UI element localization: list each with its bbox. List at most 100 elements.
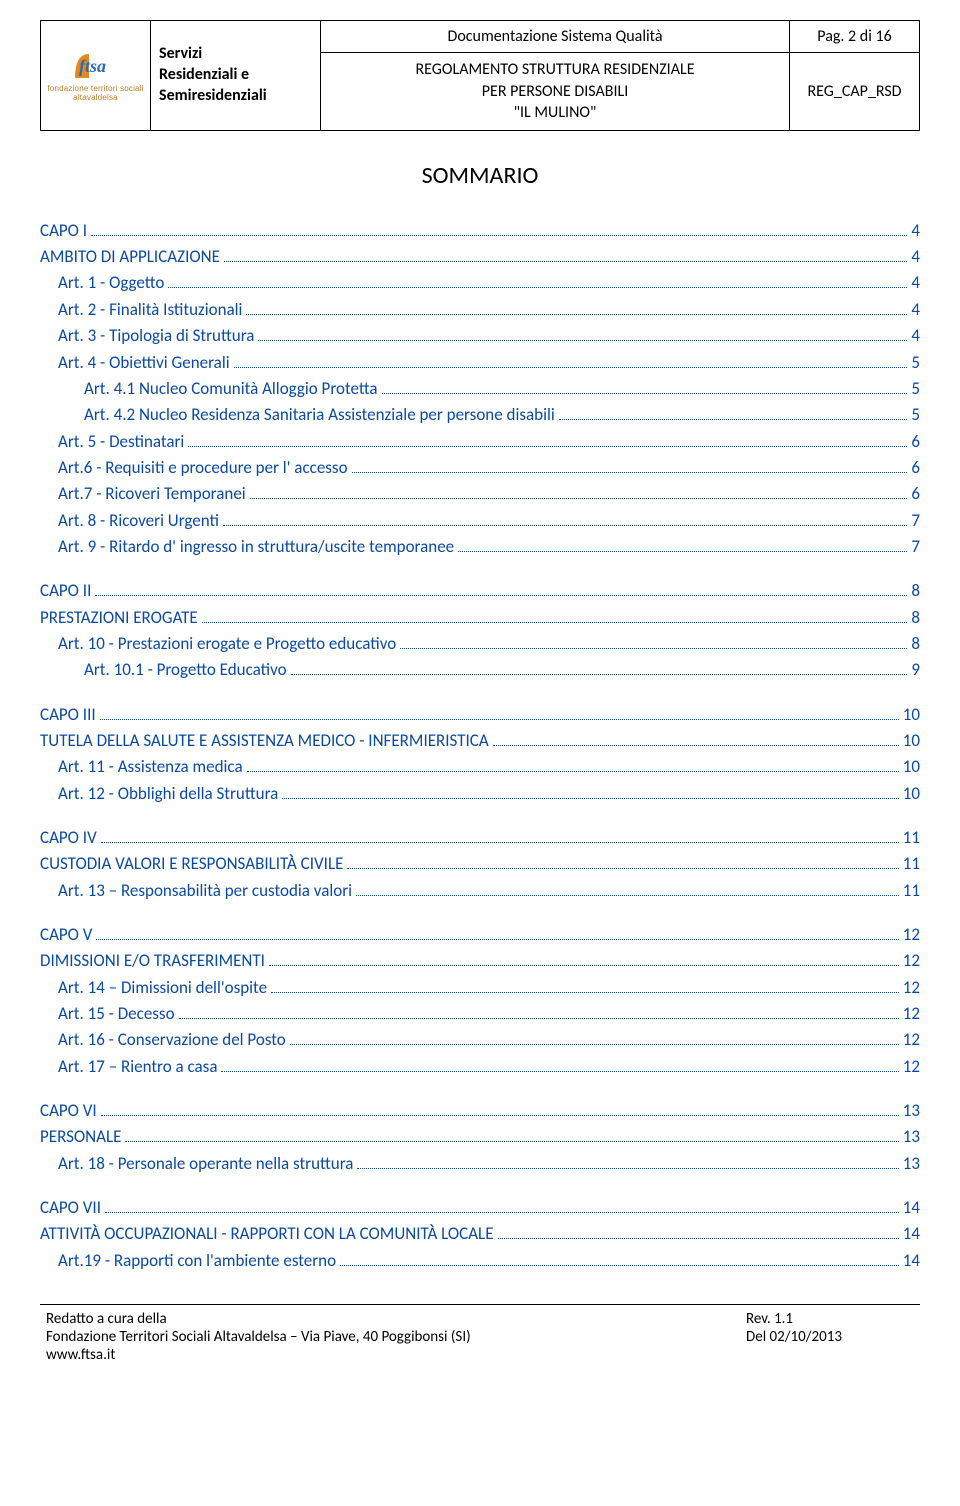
- toc-entry[interactable]: ATTIVITÀ OCCUPAZIONALI - RAPPORTI CON LA…: [40, 1221, 920, 1247]
- toc-entry[interactable]: Art. 4.2 Nucleo Residenza Sanitaria Assi…: [40, 402, 920, 428]
- toc-entry[interactable]: Art. 1 - Oggetto4: [40, 270, 920, 296]
- toc-leader-dots: [498, 1224, 899, 1239]
- toc-label: CAPO IV: [40, 825, 97, 851]
- toc-entry[interactable]: Art.6 - Requisiti e procedure per l' acc…: [40, 455, 920, 481]
- toc-label: CAPO II: [40, 578, 91, 604]
- toc-page-number: 6: [911, 481, 920, 507]
- toc-leader-dots: [356, 880, 899, 895]
- toc-label: Art. 12 - Obblighi della Struttura: [58, 781, 278, 807]
- table-of-contents: CAPO I4AMBITO DI APPLICAZIONE4Art. 1 - O…: [40, 218, 920, 1274]
- toc-leader-dots: [105, 1198, 899, 1213]
- toc-label: Art. 8 - Ricoveri Urgenti: [58, 508, 219, 534]
- toc-group: CAPO VII14ATTIVITÀ OCCUPAZIONALI - RAPPO…: [40, 1195, 920, 1274]
- toc-page-number: 11: [903, 878, 920, 904]
- toc-page-number: 12: [903, 922, 920, 948]
- toc-entry[interactable]: Art. 4.1 Nucleo Comunità Alloggio Protet…: [40, 376, 920, 402]
- toc-entry[interactable]: Art. 13 – Responsabilità per custodia va…: [40, 878, 920, 904]
- toc-leader-dots: [493, 731, 899, 746]
- toc-entry[interactable]: Art. 10.1 - Progetto Educativo9: [40, 657, 920, 683]
- toc-page-number: 5: [911, 402, 920, 428]
- toc-entry[interactable]: CAPO II 8: [40, 578, 920, 604]
- toc-leader-dots: [125, 1127, 898, 1142]
- toc-label: Art. 3 - Tipologia di Struttura: [58, 323, 254, 349]
- toc-leader-dots: [224, 247, 907, 262]
- toc-page-number: 8: [911, 605, 920, 631]
- toc-leader-dots: [291, 660, 908, 675]
- toc-label: CAPO I: [40, 218, 87, 244]
- logo-subtext: fondazione territori sociali altavaldels…: [45, 84, 146, 102]
- toc-label: Art. 16 - Conservazione del Posto: [58, 1027, 286, 1053]
- toc-page-number: 4: [911, 244, 920, 270]
- toc-page-number: 11: [903, 825, 920, 851]
- toc-entry[interactable]: Art. 9 - Ritardo d' ingresso in struttur…: [40, 534, 920, 560]
- toc-leader-dots: [202, 607, 908, 622]
- toc-label: Art. 9 - Ritardo d' ingresso in struttur…: [58, 534, 454, 560]
- toc-entry[interactable]: Art. 15 - Decesso12: [40, 1001, 920, 1027]
- toc-label: CAPO VII: [40, 1195, 101, 1221]
- toc-page-number: 14: [903, 1248, 920, 1274]
- toc-label: Art. 4 - Obiettivi Generali: [58, 350, 230, 376]
- toc-entry[interactable]: AMBITO DI APPLICAZIONE4: [40, 244, 920, 270]
- footer-right: Rev. 1.1 Del 02/10/2013: [740, 1305, 920, 1367]
- toc-leader-dots: [100, 704, 899, 719]
- toc-entry[interactable]: Art. 12 - Obblighi della Struttura10: [40, 781, 920, 807]
- toc-entry[interactable]: Art. 2 - Finalità Istituzionali4: [40, 297, 920, 323]
- toc-leader-dots: [188, 431, 907, 446]
- toc-leader-dots: [347, 854, 898, 869]
- toc-entry[interactable]: CAPO I4: [40, 218, 920, 244]
- toc-leader-dots: [400, 634, 907, 649]
- toc-entry[interactable]: CAPO VI13: [40, 1098, 920, 1124]
- toc-entry[interactable]: CAPO VII14: [40, 1195, 920, 1221]
- toc-entry[interactable]: PERSONALE13: [40, 1124, 920, 1150]
- toc-entry[interactable]: Art. 14 – Dimissioni dell'ospite12: [40, 975, 920, 1001]
- toc-leader-dots: [95, 581, 907, 596]
- doc-system-title: Documentazione Sistema Qualità: [321, 21, 790, 53]
- toc-page-number: 10: [903, 754, 920, 780]
- toc-entry[interactable]: PRESTAZIONI EROGATE8: [40, 605, 920, 631]
- toc-label: CAPO V: [40, 922, 92, 948]
- toc-leader-dots: [234, 352, 908, 367]
- toc-leader-dots: [458, 537, 907, 552]
- page-title: SOMMARIO: [40, 161, 920, 190]
- toc-page-number: 9: [911, 657, 920, 683]
- toc-group: CAPO VI13PERSONALE13Art. 18 - Personale …: [40, 1098, 920, 1177]
- toc-label: Art. 17 – Rientro a casa: [58, 1054, 217, 1080]
- toc-leader-dots: [223, 510, 907, 525]
- toc-entry[interactable]: TUTELA DELLA SALUTE E ASSISTENZA MEDICO …: [40, 728, 920, 754]
- toc-leader-dots: [96, 925, 898, 940]
- logo-cell: ftsa fondazione territori sociali altava…: [41, 21, 151, 131]
- toc-entry[interactable]: DIMISSIONI E/O TRASFERIMENTI12: [40, 948, 920, 974]
- toc-entry[interactable]: Art. 17 – Rientro a casa12: [40, 1054, 920, 1080]
- footer-left: Redatto a cura della Fondazione Territor…: [40, 1305, 740, 1367]
- toc-entry[interactable]: Art. 3 - Tipologia di Struttura4: [40, 323, 920, 349]
- toc-label: CAPO VI: [40, 1098, 97, 1124]
- toc-leader-dots: [559, 405, 908, 420]
- document-footer: Redatto a cura della Fondazione Territor…: [40, 1304, 920, 1366]
- toc-entry[interactable]: Art. 5 - Destinatari6: [40, 429, 920, 455]
- toc-leader-dots: [269, 951, 899, 966]
- toc-label: Art. 15 - Decesso: [58, 1001, 175, 1027]
- toc-entry[interactable]: Art. 11 - Assistenza medica10: [40, 754, 920, 780]
- toc-label: CUSTODIA VALORI E RESPONSABILITÀ CIVILE: [40, 851, 343, 877]
- toc-entry[interactable]: Art. 16 - Conservazione del Posto12: [40, 1027, 920, 1053]
- toc-entry[interactable]: Art.7 - Ricoveri Temporanei6: [40, 481, 920, 507]
- document-header: ftsa fondazione territori sociali altava…: [40, 20, 920, 131]
- toc-entry[interactable]: CAPO IV 11: [40, 825, 920, 851]
- toc-entry[interactable]: CUSTODIA VALORI E RESPONSABILITÀ CIVILE1…: [40, 851, 920, 877]
- toc-entry[interactable]: Art. 10 - Prestazioni erogate e Progetto…: [40, 631, 920, 657]
- toc-page-number: 12: [903, 975, 920, 1001]
- toc-entry[interactable]: Art. 18 - Personale operante nella strut…: [40, 1151, 920, 1177]
- toc-group: CAPO III10TUTELA DELLA SALUTE E ASSISTEN…: [40, 702, 920, 807]
- toc-entry[interactable]: Art. 4 - Obiettivi Generali5: [40, 350, 920, 376]
- toc-label: PERSONALE: [40, 1124, 121, 1150]
- toc-page-number: 10: [903, 702, 920, 728]
- toc-leader-dots: [101, 1101, 899, 1116]
- toc-page-number: 8: [911, 578, 920, 604]
- toc-entry[interactable]: CAPO V 12: [40, 922, 920, 948]
- toc-leader-dots: [246, 300, 907, 315]
- toc-leader-dots: [168, 273, 907, 288]
- toc-entry[interactable]: Art. 8 - Ricoveri Urgenti7: [40, 508, 920, 534]
- toc-entry[interactable]: Art.19 - Rapporti con l'ambiente esterno…: [40, 1248, 920, 1274]
- toc-page-number: 7: [911, 534, 920, 560]
- toc-entry[interactable]: CAPO III10: [40, 702, 920, 728]
